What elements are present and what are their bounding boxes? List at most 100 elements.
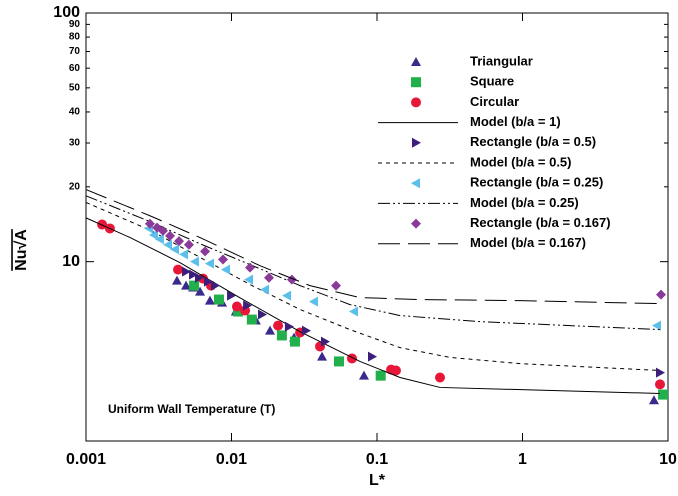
y-tick-label: 50 xyxy=(69,82,81,93)
data-point xyxy=(227,290,237,301)
legend-marker xyxy=(411,178,420,189)
x-tick-label: 0.001 xyxy=(66,451,106,468)
data-point xyxy=(179,249,189,260)
data-point xyxy=(189,256,199,267)
model-line xyxy=(85,202,661,371)
legend-label: Model (b/a = 0.167) xyxy=(470,235,586,250)
model-line xyxy=(85,195,661,331)
data-point xyxy=(221,264,231,275)
data-point xyxy=(189,269,199,280)
data-point xyxy=(301,325,311,336)
data-point xyxy=(244,274,254,285)
data-point xyxy=(244,262,255,273)
data-point xyxy=(375,370,386,381)
data-point xyxy=(282,290,292,301)
data-point xyxy=(333,356,344,367)
x-axis-label: L* xyxy=(369,472,386,489)
model-line xyxy=(85,217,661,394)
legend-label: Model (b/a = 0.25) xyxy=(470,195,579,210)
data-point xyxy=(204,258,214,269)
x-tick-label: 10 xyxy=(659,451,677,468)
legend-label: Rectangle (b/a = 0.167) xyxy=(470,215,611,230)
y-tick-label: 100 xyxy=(53,4,80,21)
data-point xyxy=(174,236,185,247)
x-tick-label: 0.01 xyxy=(216,451,247,468)
data-point xyxy=(273,320,284,331)
y-tick-label: 80 xyxy=(69,32,81,43)
data-point xyxy=(200,246,211,257)
data-point xyxy=(658,389,669,400)
y-tick-label: 90 xyxy=(69,19,81,30)
data-point xyxy=(195,286,206,296)
x-tick-label: 1 xyxy=(518,451,527,468)
data-point xyxy=(170,244,180,255)
data-point xyxy=(183,239,194,250)
data-point xyxy=(317,351,328,361)
y-tick-label: 30 xyxy=(69,138,81,149)
data-point xyxy=(368,351,378,362)
data-point xyxy=(157,225,168,236)
data-point xyxy=(246,314,257,325)
data-point xyxy=(181,280,192,290)
data-point xyxy=(171,275,182,285)
data-point xyxy=(165,230,176,241)
legend-label: Triangular xyxy=(470,53,533,68)
data-point xyxy=(148,229,158,240)
data-point xyxy=(231,301,242,312)
data-point xyxy=(284,321,294,332)
data-point xyxy=(655,367,665,378)
data-point xyxy=(309,296,319,307)
y-tick-label: 70 xyxy=(69,46,81,57)
data-point xyxy=(276,330,287,341)
data-point xyxy=(655,289,666,300)
model-line xyxy=(85,189,661,305)
data-point xyxy=(346,353,357,364)
data-point xyxy=(217,254,228,265)
annotation: Uniform Wall Temperature (T) xyxy=(108,402,275,416)
data-point xyxy=(260,284,270,295)
data-point xyxy=(243,300,253,311)
data-point xyxy=(434,372,445,383)
data-point xyxy=(173,264,184,275)
y-tick-label: 10 xyxy=(62,253,80,270)
data-point xyxy=(210,280,220,291)
legend-marker xyxy=(411,77,421,88)
data-point xyxy=(233,306,244,317)
data-point xyxy=(195,272,205,283)
data-point xyxy=(162,239,172,250)
legend-marker xyxy=(411,97,421,108)
data-point xyxy=(144,218,155,229)
y-tick-label: 20 xyxy=(69,181,81,192)
data-point xyxy=(257,309,267,320)
data-point xyxy=(289,336,300,347)
data-point xyxy=(265,325,276,335)
legend-label: Circular xyxy=(470,94,519,109)
legend-label: Rectangle (b/a = 0.5) xyxy=(470,134,596,149)
legend-label: Square xyxy=(470,74,514,89)
data-point xyxy=(213,294,224,305)
x-tick-label: 0.1 xyxy=(366,451,388,468)
legend-label: Rectangle (b/a = 0.25) xyxy=(470,175,603,190)
legend-marker xyxy=(411,218,421,229)
data-point xyxy=(349,306,359,317)
data-point xyxy=(189,280,200,291)
data-point xyxy=(331,280,342,291)
data-point xyxy=(203,276,213,287)
data-point xyxy=(390,365,401,376)
legend-marker xyxy=(412,137,421,148)
data-point xyxy=(654,379,665,390)
data-point xyxy=(154,234,164,245)
data-point xyxy=(182,266,192,277)
y-tick-label: 60 xyxy=(69,63,81,74)
data-point xyxy=(263,272,274,283)
data-point xyxy=(320,336,330,347)
data-point xyxy=(204,295,215,305)
data-point xyxy=(651,320,661,331)
legend-label: Model (b/a = 1) xyxy=(470,114,561,129)
data-point xyxy=(358,370,369,380)
y-axis-label: Nu√A xyxy=(13,229,30,271)
y-tick-label: 40 xyxy=(69,107,81,118)
data-point xyxy=(648,395,659,405)
